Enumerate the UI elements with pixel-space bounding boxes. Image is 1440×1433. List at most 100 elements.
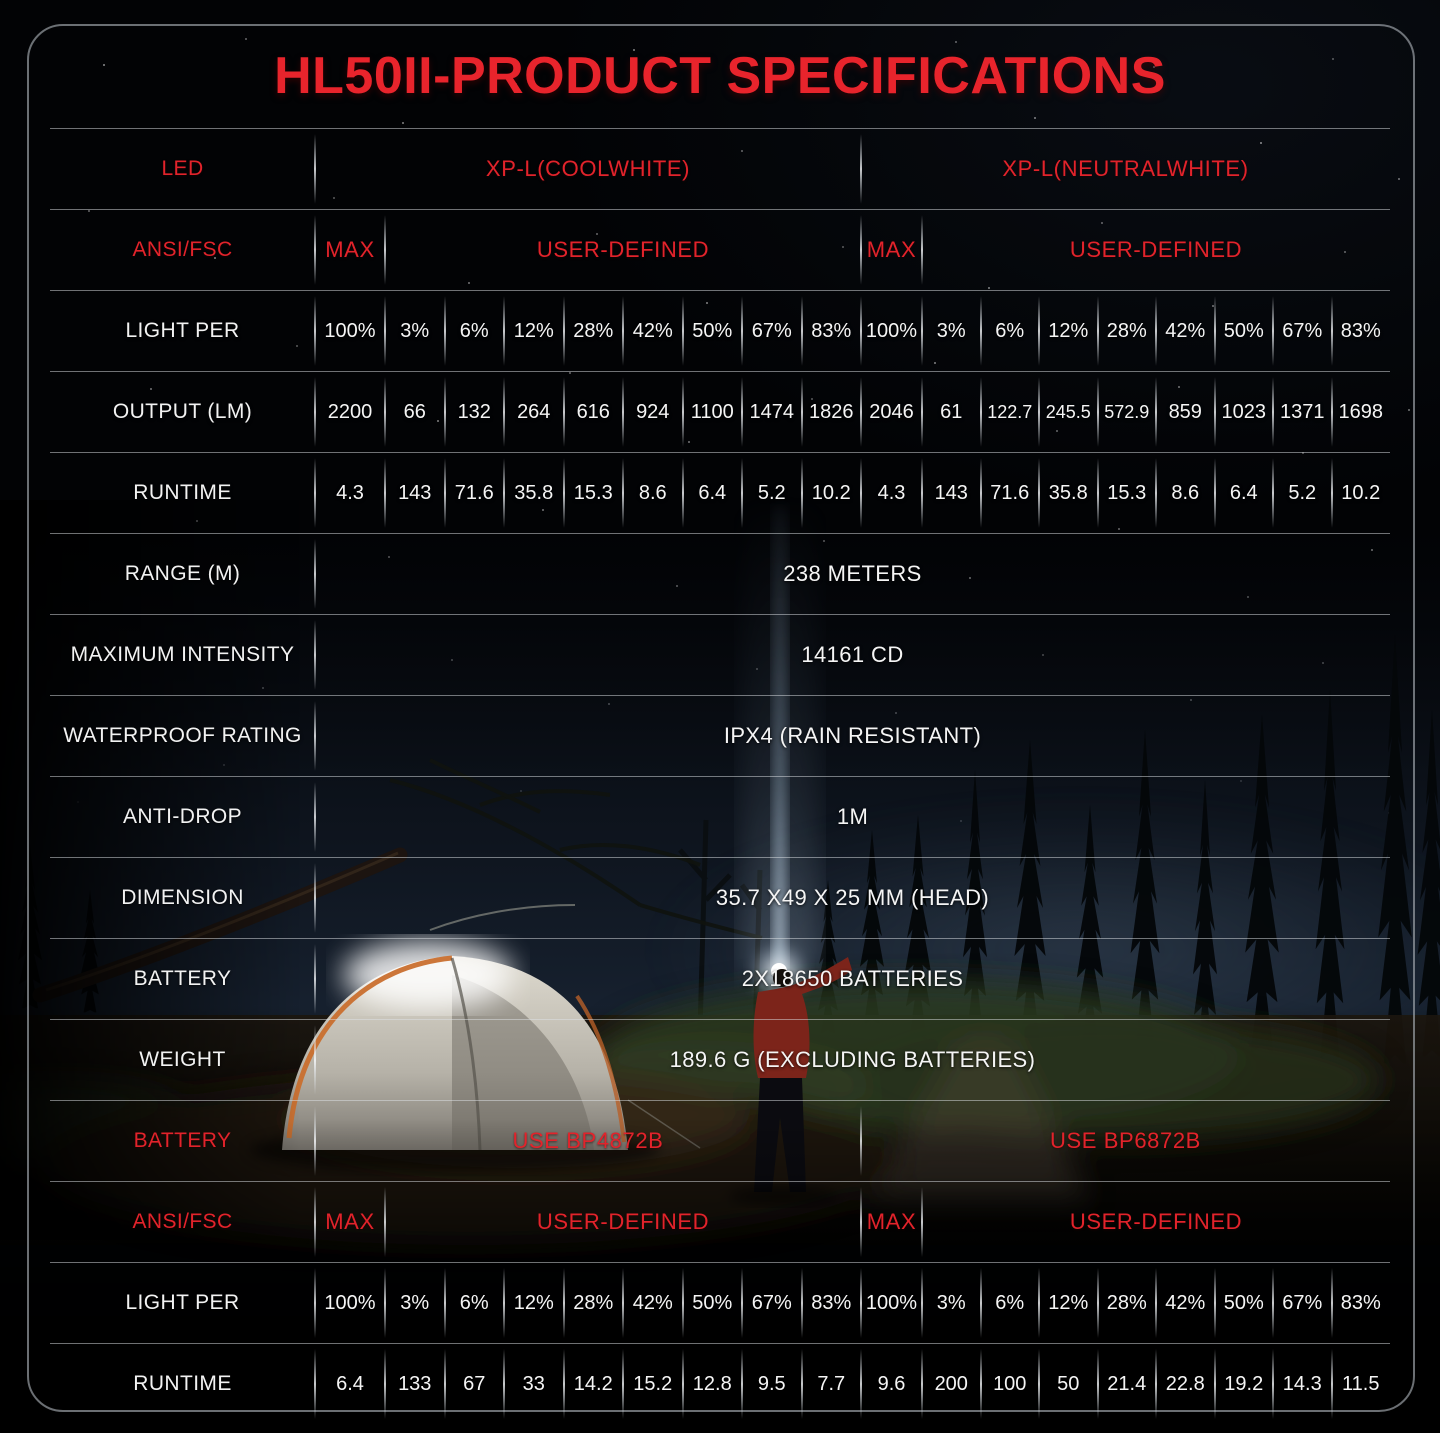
cell: MAX: [314, 210, 385, 290]
cell: 14.2: [562, 1344, 624, 1424]
cell: 6.4: [681, 453, 743, 533]
row-12-battery: BATTERY USE BP4872B USE BP6872B: [50, 1100, 1390, 1181]
cell: 3%: [384, 291, 445, 371]
cell: 6.4: [314, 1344, 385, 1424]
cell: 264: [503, 372, 564, 452]
cell: 1698: [1330, 372, 1391, 452]
cell: 9.6: [860, 1344, 922, 1424]
cell: 133: [384, 1344, 445, 1424]
cell: 14.3: [1272, 1344, 1332, 1424]
cell: 50%: [1213, 1263, 1274, 1343]
cell: 11.5: [1330, 1344, 1391, 1424]
row-13-ansi-fsc: ANSI/FSC MAX USER-DEFINED MAX USER-DEFINED: [50, 1181, 1390, 1262]
cell: USER-DEFINED: [384, 1182, 861, 1262]
cell: 71.6: [443, 453, 505, 533]
row-label: RUNTIME: [133, 481, 232, 504]
cell: 2046: [860, 372, 922, 452]
cell: 238 METERS: [314, 534, 1390, 614]
cell: 3%: [384, 1263, 445, 1343]
row-5-range-m-: RANGE (M) 238 METERS: [50, 533, 1390, 614]
row-1-ansi-fsc: ANSI/FSC MAX USER-DEFINED MAX USER-DEFINED: [50, 209, 1390, 290]
cell: 83%: [800, 291, 862, 371]
row-label: MAXIMUM INTENSITY: [70, 643, 295, 666]
cell: 5.2: [1272, 453, 1332, 533]
row-15-runtime: RUNTIME 6.4 133 67 33 14.2 15.2 12.8 9.5 7.7 9.6 20…: [50, 1343, 1390, 1424]
cell: 10.2: [1330, 453, 1391, 533]
cell: 12%: [503, 1263, 564, 1343]
cell: 5.2: [741, 453, 802, 533]
cell: 4.3: [860, 453, 922, 533]
cell: 83%: [1330, 1263, 1391, 1343]
cell: 100: [979, 1344, 1040, 1424]
cell: 100%: [860, 1263, 922, 1343]
cell: 6%: [443, 291, 505, 371]
cell: 4.3: [314, 453, 385, 533]
cell: 42%: [1155, 291, 1215, 371]
cell: 8.6: [1155, 453, 1215, 533]
cell: 6%: [979, 291, 1040, 371]
cell: 1M: [314, 777, 1390, 857]
row-label: WEIGHT: [139, 1048, 226, 1071]
cell: 189.6 G (EXCLUDING BATTERIES): [314, 1020, 1390, 1100]
cell: 924: [622, 372, 683, 452]
cell: 42%: [622, 1263, 683, 1343]
row-2-light-per: LIGHT PER 100% 3% 6% 12% 28% 42% 50% 67% 83% 100% 3…: [50, 290, 1390, 371]
row-label: BATTERY: [133, 967, 232, 990]
row-14-light-per: LIGHT PER 100% 3% 6% 12% 28% 42% 50% 67% 83% 100% 3…: [50, 1262, 1390, 1343]
cell: 19.2: [1213, 1344, 1274, 1424]
cell: 67%: [741, 291, 802, 371]
cell: 22.8: [1155, 1344, 1215, 1424]
cell: 28%: [562, 291, 624, 371]
row-label: LIGHT PER: [125, 1291, 240, 1314]
cell: 67: [443, 1344, 505, 1424]
cell: 100%: [314, 1263, 385, 1343]
cell: 67%: [1272, 1263, 1332, 1343]
cell: 132: [443, 372, 505, 452]
cell: MAX: [860, 210, 922, 290]
cell: 35.8: [1038, 453, 1098, 533]
row-label: LED: [161, 157, 204, 180]
cell: 859: [1155, 372, 1215, 452]
cell: 6%: [443, 1263, 505, 1343]
cell: IPX4 (RAIN RESISTANT): [314, 696, 1390, 776]
cell: USE BP6872B: [860, 1101, 1390, 1181]
cell: 35.8: [503, 453, 564, 533]
cell: USER-DEFINED: [921, 210, 1390, 290]
cell: 66: [384, 372, 445, 452]
row-label: ANSI/FSC: [132, 1210, 233, 1233]
row-label: DIMENSION: [121, 886, 244, 909]
cell: 122.7: [979, 372, 1040, 452]
cell: 67%: [1272, 291, 1332, 371]
row-3-output-lm-: OUTPUT (LM) 2200 66 132 264 616 924 1100 1474 182…: [50, 371, 1390, 452]
row-label: RANGE (M): [124, 562, 241, 585]
cell: 1023: [1213, 372, 1274, 452]
cell: 7.7: [800, 1344, 862, 1424]
cell: 50%: [681, 291, 743, 371]
cell: 15.3: [562, 453, 624, 533]
cell: 15.2: [622, 1344, 683, 1424]
cell: 200: [921, 1344, 981, 1424]
cell: 67%: [741, 1263, 802, 1343]
row-0-led: LED XP-L(COOLWHITE) XP-L(NEUTRALWHITE): [50, 128, 1390, 209]
cell: 21.4: [1096, 1344, 1157, 1424]
cell: 12.8: [681, 1344, 743, 1424]
cell: MAX: [314, 1182, 385, 1262]
cell: USE BP4872B: [314, 1101, 861, 1181]
row-label: OUTPUT (LM): [112, 400, 253, 423]
cell: 143: [921, 453, 981, 533]
cell: 42%: [622, 291, 683, 371]
cell: 1100: [681, 372, 743, 452]
cell: 6.4: [1213, 453, 1274, 533]
cell: 100%: [860, 291, 922, 371]
cell: 1371: [1272, 372, 1332, 452]
cell: 35.7 X49 X 25 MM (HEAD): [314, 858, 1390, 938]
row-label: ANSI/FSC: [132, 238, 233, 261]
cell: 83%: [1330, 291, 1391, 371]
row-label: WATERPROOF RATING: [63, 724, 302, 747]
cell: 9.5: [741, 1344, 802, 1424]
cell: 71.6: [979, 453, 1040, 533]
cell: 245.5: [1038, 372, 1098, 452]
cell: USER-DEFINED: [384, 210, 861, 290]
row-11-weight: WEIGHT 189.6 G (EXCLUDING BATTERIES): [50, 1019, 1390, 1100]
